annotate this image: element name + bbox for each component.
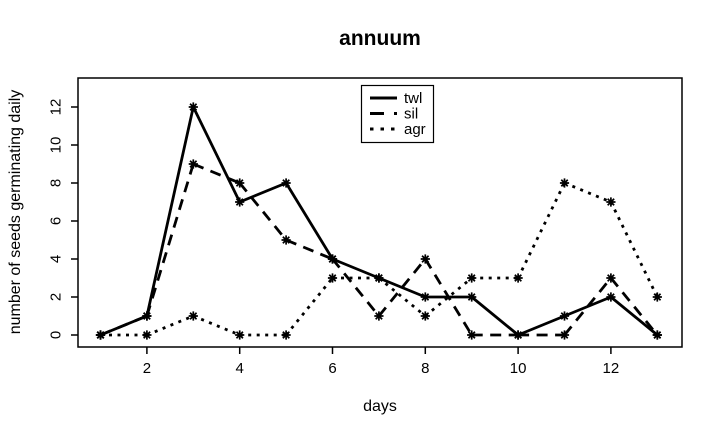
y-tick-label: 8 (48, 179, 65, 187)
x-tick-label: 12 (603, 360, 620, 377)
legend-label-twl: twl (404, 90, 422, 107)
series-markers-sil (95, 159, 662, 340)
x-tick-label: 2 (143, 360, 151, 377)
legend-label-sil: sil (404, 106, 418, 123)
series-line-sil (99, 162, 659, 337)
y-tick-label: 2 (48, 293, 65, 301)
x-tick-label: 8 (421, 360, 429, 377)
y-tick-label: 12 (48, 99, 65, 116)
legend-label-agr: agr (404, 121, 426, 138)
y-tick-label: 10 (48, 137, 65, 154)
series-line-twl (99, 106, 659, 337)
y-tick-label: 6 (48, 217, 65, 225)
x-tick-label: 10 (510, 360, 527, 377)
x-tick-label: 6 (328, 360, 336, 377)
series-line-agr (100, 181, 659, 337)
chart-title: annuum (339, 27, 421, 50)
legend-box (360, 84, 435, 144)
plot-box (77, 77, 683, 348)
x-tick-label: 4 (236, 360, 244, 377)
x-axis-title: days (363, 398, 397, 415)
y-tick-label: 0 (48, 331, 65, 339)
y-tick-label: 4 (48, 255, 65, 263)
series-markers-twl (95, 102, 662, 340)
